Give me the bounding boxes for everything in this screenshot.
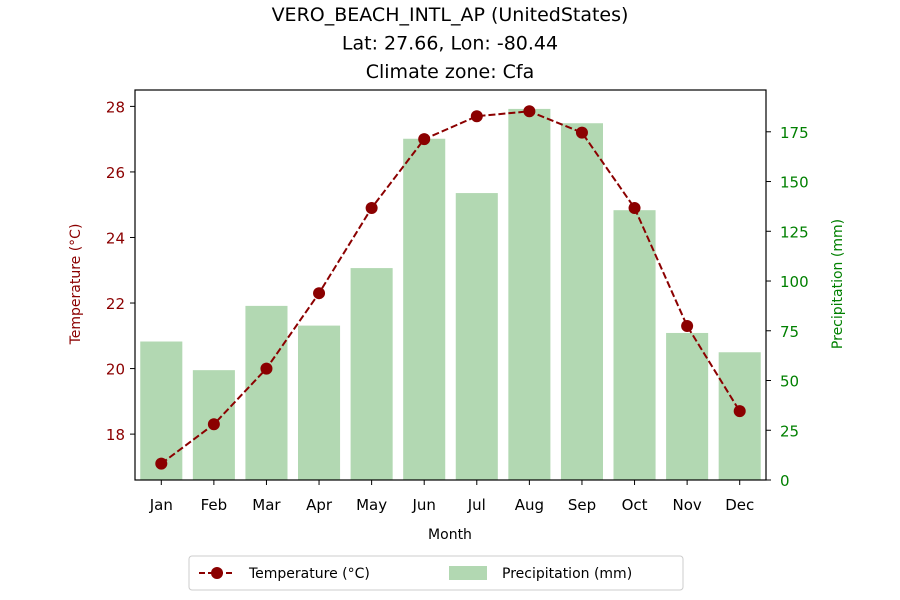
temperature-tick-label: 24 — [106, 229, 125, 247]
legend-precipitation-label: Precipitation (mm) — [502, 566, 632, 582]
month-tick-label: Jul — [467, 496, 486, 514]
month-tick-label: Feb — [201, 496, 228, 514]
temperature-axis-label: Temperature (°C) — [68, 224, 84, 346]
temperature-point — [365, 201, 378, 214]
precipitation-bar — [560, 123, 603, 481]
temperature-point — [523, 105, 536, 118]
precipitation-tick-label: 175 — [780, 124, 809, 142]
temperature-point — [681, 319, 694, 332]
precipitation-tick-label: 125 — [780, 223, 809, 241]
chart-title-line: Climate zone: Cfa — [366, 61, 535, 83]
precipitation-bars — [140, 108, 761, 481]
precipitation-bar — [350, 268, 393, 480]
temperature-point — [313, 287, 326, 300]
plot-frame — [134, 89, 767, 481]
month-tick-label: Oct — [622, 496, 648, 514]
precipitation-bar — [245, 305, 288, 480]
month-tick-label: Jun — [411, 496, 435, 514]
precipitation-bar — [455, 193, 498, 481]
legend-precipitation-swatch — [449, 566, 487, 580]
temperature-line — [160, 110, 741, 465]
month-tick-label: Nov — [672, 496, 701, 514]
temperature-point — [470, 110, 483, 123]
month-tick-label: Apr — [306, 496, 333, 514]
temperature-tick-label: 18 — [106, 426, 125, 444]
chart-title-line: VERO_BEACH_INTL_AP (UnitedStates) — [272, 4, 629, 26]
precipitation-tick-label: 100 — [780, 273, 809, 291]
legend: Temperature (°C) Precipitation (mm) — [188, 555, 684, 591]
temperature-tick-label: 20 — [106, 361, 125, 379]
temperature-tick-label: 26 — [106, 164, 125, 182]
temperature-point — [628, 201, 641, 214]
precipitation-axis: 0 25 50 75 100 125 150 175 — [766, 124, 809, 490]
month-tick-label: Jan — [149, 496, 173, 514]
month-tick-label: Dec — [725, 496, 754, 514]
precipitation-bar — [508, 108, 551, 480]
month-tick-label: Aug — [515, 496, 544, 514]
temperature-point — [418, 133, 431, 146]
precipitation-bar — [403, 138, 446, 480]
precipitation-axis-label: Precipitation (mm) — [830, 219, 846, 349]
month-axis: Jan Feb Mar Apr May Jun Jul Aug Sep Oct Nov Dec — [149, 480, 754, 514]
precipitation-tick-label: 50 — [780, 373, 799, 391]
legend-temperature-label: Temperature (°C) — [248, 566, 370, 582]
precipitation-bar — [140, 341, 183, 480]
legend-temperature-marker — [211, 567, 223, 579]
month-tick-label: Mar — [252, 496, 281, 514]
temperature-point — [575, 126, 588, 139]
precipitation-bar — [613, 210, 656, 481]
precipitation-tick-label: 150 — [780, 174, 809, 192]
precipitation-bar — [298, 325, 341, 480]
temperature-axis: 18 20 22 24 26 28 — [106, 98, 135, 444]
month-tick-label: May — [356, 496, 387, 514]
chart-title: VERO_BEACH_INTL_AP (UnitedStates) Lat: 27… — [272, 4, 629, 83]
temperature-point — [155, 457, 168, 470]
legend-box — [188, 555, 684, 591]
month-tick-label: Sep — [568, 496, 596, 514]
precipitation-tick-label: 25 — [780, 422, 799, 440]
temperature-point — [733, 405, 746, 418]
precipitation-tick-label: 75 — [780, 323, 799, 341]
temperature-tick-label: 22 — [106, 295, 125, 313]
precipitation-tick-label: 0 — [780, 472, 790, 490]
precipitation-bar — [666, 332, 709, 480]
temperature-point — [260, 362, 273, 375]
temperature-tick-label: 28 — [106, 98, 125, 116]
x-axis-label: Month — [428, 527, 472, 543]
temperature-series — [155, 105, 746, 470]
temperature-point — [207, 418, 220, 431]
chart-title-line: Lat: 27.66, Lon: -80.44 — [342, 33, 558, 55]
